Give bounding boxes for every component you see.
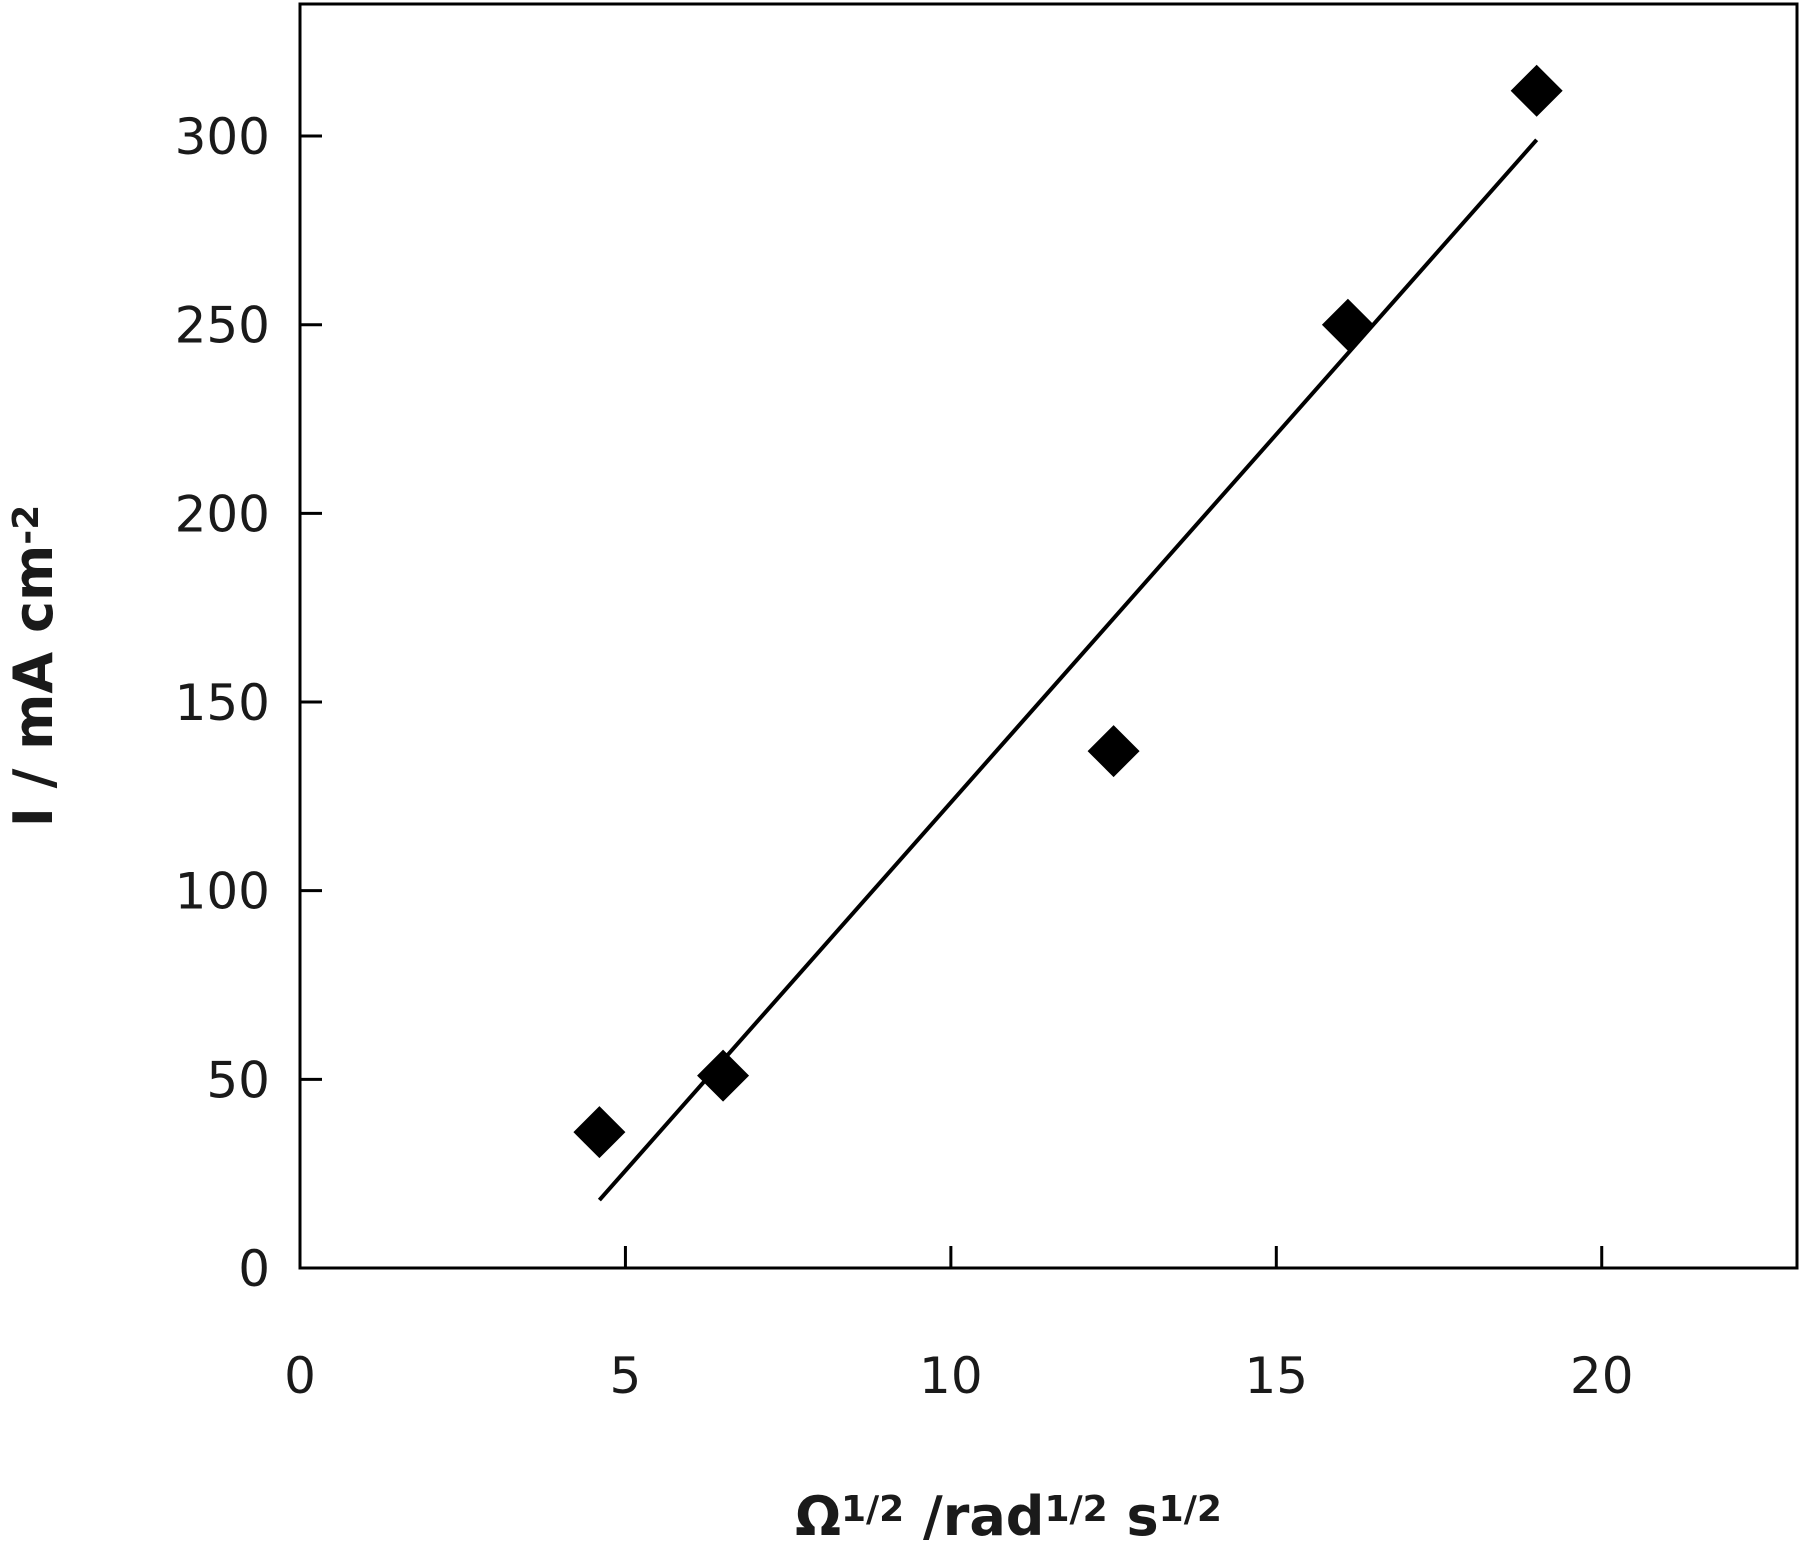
fit-line-layer bbox=[597, 138, 1539, 1202]
y-axis-ticks: 0 50 100 150 200 250 300 bbox=[175, 108, 322, 1298]
data-point bbox=[1321, 298, 1374, 351]
y-axis-label: I / mA cm-2 bbox=[2, 505, 65, 828]
data-point bbox=[1510, 64, 1563, 117]
y-tick-label: 300 bbox=[175, 108, 270, 166]
y-tick-label: 250 bbox=[175, 297, 270, 355]
y-tick-label: 150 bbox=[175, 674, 270, 732]
plot-frame bbox=[298, 2, 1799, 1270]
y-tick-label: 50 bbox=[206, 1051, 270, 1109]
plot-border bbox=[298, 2, 1799, 1270]
x-tick-label: 10 bbox=[919, 1347, 983, 1405]
x-tick-label: 5 bbox=[610, 1347, 642, 1405]
data-point bbox=[1087, 725, 1140, 778]
data-points bbox=[573, 64, 1563, 1159]
x-tick-label: 15 bbox=[1244, 1347, 1308, 1405]
y-tick-label: 200 bbox=[175, 485, 270, 543]
data-point bbox=[697, 1049, 750, 1102]
fit-line bbox=[597, 138, 1539, 1202]
data-point bbox=[573, 1106, 626, 1159]
y-tick-label: 0 bbox=[238, 1240, 270, 1298]
x-axis-label: Ω1/2 /rad1/2 s1/2 bbox=[795, 1485, 1222, 1548]
x-axis-ticks: 0 5 10 15 20 bbox=[284, 1246, 1634, 1405]
x-tick-label: 20 bbox=[1570, 1347, 1634, 1405]
x-tick-label: 0 bbox=[284, 1347, 316, 1405]
y-tick-label: 100 bbox=[175, 863, 270, 921]
